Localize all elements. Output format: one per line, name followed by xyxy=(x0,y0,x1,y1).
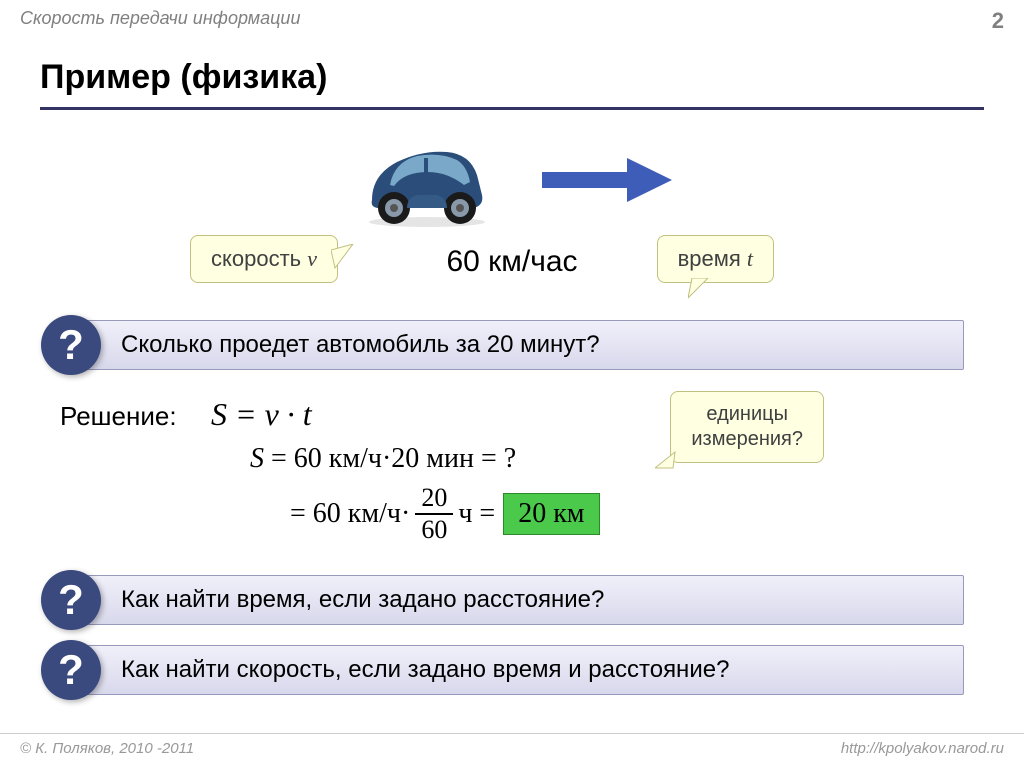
speed-pill: скорость v xyxy=(190,235,338,283)
units-line1: единицы xyxy=(706,403,788,425)
formula-line3-prefix: = 60 км/ч· xyxy=(290,498,410,530)
units-line2: измерения? xyxy=(691,428,803,450)
question-mark-icon: ? xyxy=(41,640,101,700)
fraction: 20 60 xyxy=(415,483,453,545)
formula-line2-rest: = 60 км/ч·20 мин = ? xyxy=(264,443,516,474)
callout-pointer-icon xyxy=(655,450,677,472)
speed-value: 60 км/час xyxy=(446,245,577,279)
page-number: 2 xyxy=(992,8,1004,34)
copyright-text: © К. Поляков, 2010 -2011 xyxy=(20,740,194,757)
callout-pointer-icon xyxy=(331,244,355,272)
fraction-denominator: 60 xyxy=(415,515,453,545)
formula-line3-mid: ч = xyxy=(458,498,495,530)
slide-title: Пример (физика) xyxy=(0,38,1024,107)
speed-label: скорость xyxy=(211,246,307,271)
time-label: время xyxy=(678,246,747,271)
car-row xyxy=(40,130,984,230)
question-bar-3: ? Как найти скорость, если задано время … xyxy=(60,645,964,695)
time-pill: время t xyxy=(657,235,774,283)
content-area: скорость v 60 км/час время t ? Сколько п… xyxy=(0,130,1024,695)
question-bar-2: ? Как найти время, если задано расстояни… xyxy=(60,575,964,625)
topic-text: Скорость передачи информации xyxy=(20,8,300,34)
question-1-text: Сколько проедет автомобиль за 20 минут? xyxy=(121,331,600,358)
question-bar-1: ? Сколько проедет автомобиль за 20 минут… xyxy=(60,320,964,370)
units-pill: единицы измерения? xyxy=(670,391,824,463)
footer: © К. Поляков, 2010 -2011 http://kpolyako… xyxy=(0,733,1024,767)
formula-s: S xyxy=(250,443,264,474)
question-3-text: Как найти скорость, если задано время и … xyxy=(121,656,729,683)
question-2-text: Как найти время, если задано расстояние? xyxy=(121,586,604,613)
callout-pointer-icon xyxy=(688,278,712,300)
footer-url: http://kpolyakov.narod.ru xyxy=(841,740,1004,757)
solution-area: Решение: S = v · t единицы измерения? S … xyxy=(40,386,984,555)
fraction-numerator: 20 xyxy=(415,483,453,515)
formula-line-2: S = 60 км/ч·20 мин = ? xyxy=(250,443,964,475)
slide-header: Скорость передачи информации 2 xyxy=(0,0,1024,38)
solution-label: Решение: xyxy=(60,401,177,432)
formula-line-3: = 60 км/ч· 20 60 ч = 20 км xyxy=(290,483,964,545)
result-box: 20 км xyxy=(503,493,599,535)
formula-main: S = v · t xyxy=(211,396,312,433)
arrow-icon xyxy=(542,155,672,205)
speed-var: v xyxy=(307,246,317,271)
car-icon xyxy=(352,130,502,230)
question-mark-icon: ? xyxy=(41,570,101,630)
time-var: t xyxy=(747,246,753,271)
title-divider xyxy=(40,107,984,110)
question-mark-icon: ? xyxy=(41,315,101,375)
